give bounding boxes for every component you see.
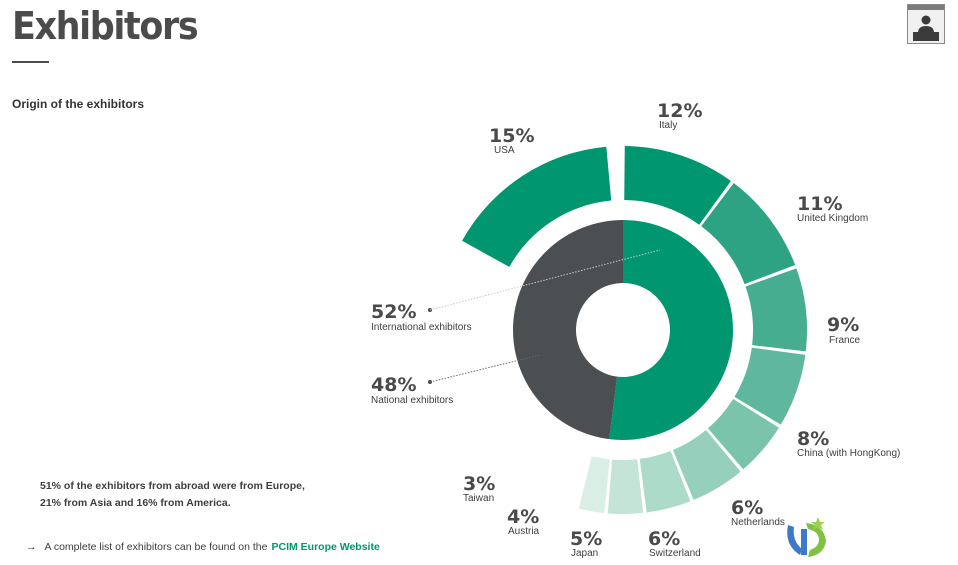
category-label-switzerland: Switzerland <box>649 548 701 559</box>
footer-text: A complete list of exhibitors can be fou… <box>44 541 268 553</box>
note-line-2: 21% from Asia and 16% from America. <box>40 497 231 509</box>
exhibitor-donut <box>512 220 733 440</box>
ring-segment-usa <box>462 146 612 267</box>
ring-segment-china-with-hongkong <box>734 347 806 425</box>
category-label-france: France <box>829 335 861 346</box>
leader-line-international-exhibitors <box>429 249 661 311</box>
brand-logo-icon <box>780 515 832 560</box>
title-underline <box>12 61 49 63</box>
ring-segment-united-kingdom <box>701 183 796 285</box>
ring-segment-austria <box>607 459 644 514</box>
chart-subtitle: Origin of the exhibitors <box>12 97 145 111</box>
category-label-usa: USA <box>494 145 515 156</box>
chart-labels: 12%Italy 11%United Kingdom 9%France 8%China… <box>371 100 900 559</box>
country-ring <box>462 146 807 514</box>
ring-segment-japan <box>639 450 691 513</box>
ring-segment-france <box>745 268 807 352</box>
value-label-switzerland: 6% <box>648 528 680 550</box>
value-label-national-exhibitors: 48% <box>371 374 416 396</box>
donut-slice-international-exhibitors <box>609 220 733 440</box>
category-label-italy: Italy <box>659 120 677 131</box>
category-label-national-exhibitors: National exhibitors <box>371 395 453 406</box>
value-label-japan: 5% <box>570 528 602 550</box>
value-label-netherlands: 6% <box>731 497 763 519</box>
category-label-netherlands: Netherlands <box>731 517 785 528</box>
presenter-icon[interactable] <box>907 4 945 44</box>
value-label-taiwan: 3% <box>463 473 495 495</box>
ring-segment-taiwan <box>578 456 610 514</box>
europe-asia-note: 51% of the exhibitors from abroad were f… <box>40 478 305 512</box>
leader-line-national-exhibitors <box>429 354 541 383</box>
value-label-international-exhibitors: 52% <box>371 301 416 323</box>
value-label-italy: 12% <box>657 100 702 122</box>
exhibitor-list-footer: → A complete list of exhibitors can be fo… <box>26 541 380 553</box>
category-label-china-with-hongkong: China (with HongKong) <box>797 448 900 459</box>
ring-segment-switzerland <box>672 430 741 500</box>
category-label-austria: Austria <box>508 526 540 537</box>
ring-segment-netherlands <box>707 399 779 470</box>
value-label-austria: 4% <box>507 506 539 528</box>
donut-slice-national-exhibitors <box>512 220 623 440</box>
page-title: Exhibitors <box>12 4 199 48</box>
leader-lines <box>428 249 661 384</box>
category-label-taiwan: Taiwan <box>463 493 494 504</box>
ring-segment-italy <box>624 146 731 225</box>
arrow-right-icon: → <box>26 541 37 553</box>
value-label-united-kingdom: 11% <box>797 193 842 215</box>
value-label-france: 9% <box>827 314 859 336</box>
value-label-usa: 15% <box>489 125 534 147</box>
note-line-1: 51% of the exhibitors from abroad were f… <box>40 480 305 492</box>
category-label-united-kingdom: United Kingdom <box>797 213 868 224</box>
value-label-china-with-hongkong: 8% <box>797 428 829 450</box>
pcim-website-link[interactable]: PCIM Europe Website <box>271 541 380 553</box>
category-label-international-exhibitors: International exhibitors <box>371 322 472 333</box>
category-label-japan: Japan <box>571 548 598 559</box>
